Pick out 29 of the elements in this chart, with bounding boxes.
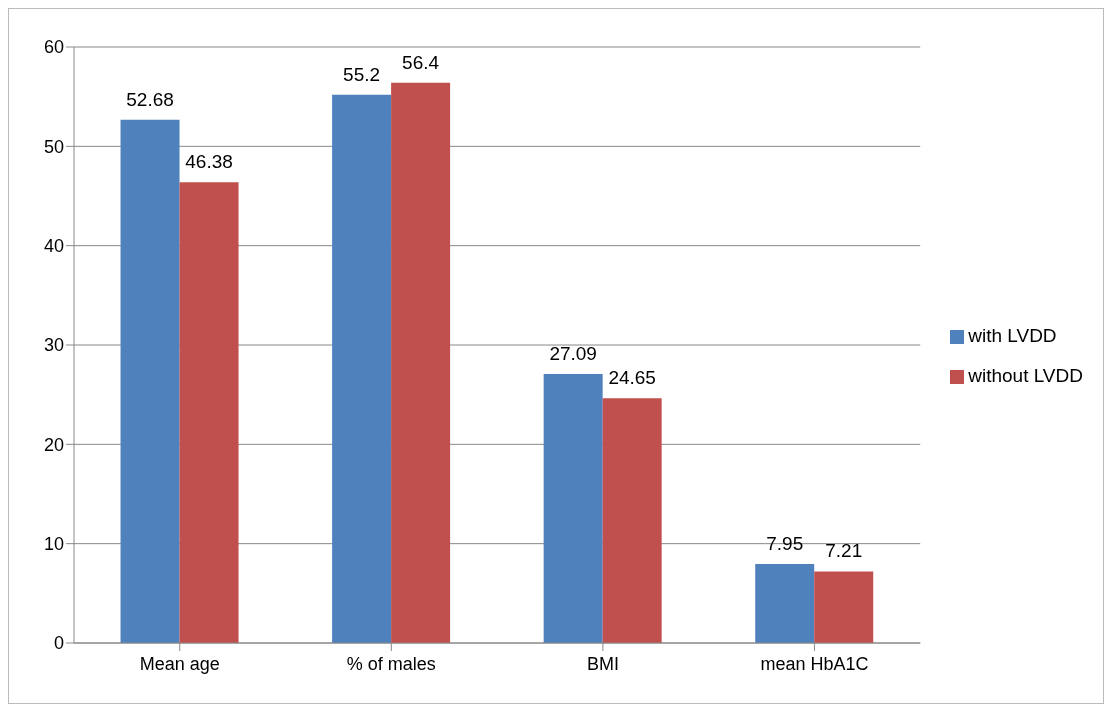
y-tick-label: 60 (43, 37, 64, 58)
y-tick-label: 40 (43, 236, 64, 257)
x-tick-label: mean HbA1C (760, 653, 869, 674)
bar (332, 94, 392, 643)
data-label: 7.95 (766, 533, 804, 555)
data-label: 55.2 (343, 63, 381, 85)
legend-label: with LVDD (968, 325, 1057, 346)
data-label: 46.38 (185, 151, 233, 173)
bar (120, 119, 180, 643)
bar (814, 571, 874, 643)
bar (391, 82, 451, 643)
data-label: 7.21 (825, 540, 863, 562)
data-label: 52.68 (126, 88, 174, 110)
bar (179, 182, 239, 643)
x-tick-label: Mean age (139, 653, 220, 674)
data-label: 56.4 (402, 51, 440, 73)
bar (755, 564, 815, 643)
x-tick-label: BMI (586, 653, 619, 674)
bar (543, 373, 603, 643)
y-tick-label: 0 (53, 633, 64, 654)
y-tick-label: 50 (43, 136, 64, 157)
legend-label: without LVDD (968, 365, 1083, 386)
data-label: 27.09 (549, 342, 597, 364)
y-tick-label: 10 (43, 534, 64, 555)
y-tick-label: 30 (43, 335, 64, 356)
y-tick-label: 20 (43, 434, 64, 455)
x-tick-label: % of males (346, 653, 436, 674)
bar (602, 398, 662, 643)
data-label: 24.65 (608, 367, 656, 389)
